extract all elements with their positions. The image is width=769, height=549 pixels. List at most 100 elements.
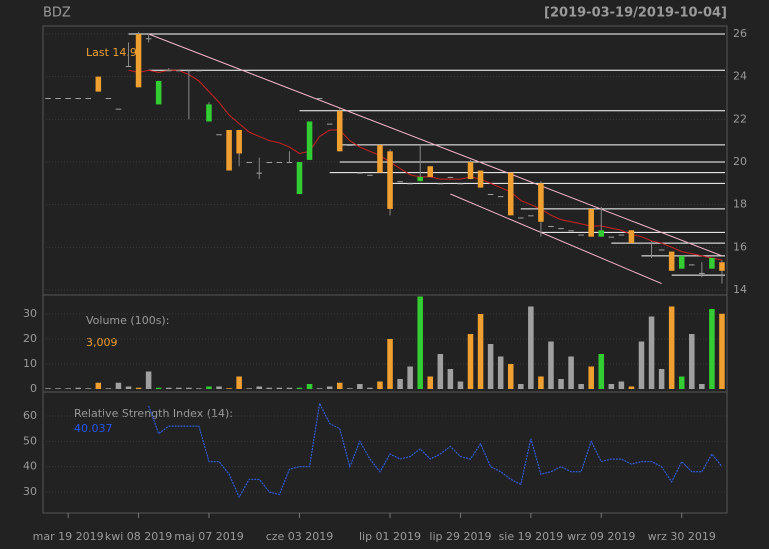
- y-tick-label: 60: [23, 409, 37, 422]
- volume-bar: [226, 388, 232, 389]
- candle-body: [407, 183, 413, 185]
- price-panel: [42, 25, 728, 296]
- volume-bar: [165, 387, 172, 389]
- candle-body: [447, 176, 454, 178]
- candle-body: [477, 170, 484, 188]
- volume-bar: [709, 309, 715, 389]
- volume-bar: [316, 388, 323, 389]
- volume-bar: [55, 388, 61, 389]
- candle-body: [105, 98, 112, 99]
- x-tick-label: wrz 30 2019: [648, 530, 716, 543]
- volume-bar: [658, 369, 665, 389]
- volume-bar: [538, 376, 544, 389]
- candle-body: [608, 236, 615, 238]
- candle-body: [347, 144, 353, 146]
- candle-body: [286, 162, 293, 163]
- candle-body: [648, 243, 655, 245]
- candle-body: [276, 162, 283, 163]
- volume-bar: [95, 382, 102, 389]
- candle-body: [55, 98, 61, 99]
- volume-bar: [367, 387, 373, 389]
- volume-bar: [437, 354, 444, 389]
- volume-bar: [266, 387, 273, 389]
- volume-bar: [417, 296, 423, 389]
- candle-body: [518, 217, 524, 219]
- candle-body: [709, 258, 715, 269]
- volume-bar: [528, 306, 534, 389]
- volume-bar: [256, 386, 263, 389]
- volume-bar: [689, 334, 695, 389]
- candle-body: [618, 234, 625, 236]
- y-tick-label: 10: [23, 357, 37, 370]
- volume-bar: [638, 341, 645, 389]
- y-tick-label: 0: [30, 382, 37, 395]
- y-tick-label: 30: [23, 307, 37, 320]
- y-tick-label: 16: [733, 240, 747, 253]
- candle-body: [135, 34, 142, 88]
- volume-bar: [678, 376, 685, 389]
- y-tick-label: 26: [733, 27, 747, 40]
- candle-body: [397, 181, 403, 183]
- volume-bar: [668, 306, 675, 389]
- volume-bar: [306, 384, 313, 389]
- candle-body: [145, 38, 152, 40]
- candle-body: [296, 162, 303, 194]
- volume-bar: [65, 388, 71, 389]
- x-tick-label: cze 03 2019: [266, 530, 334, 543]
- volume-bar: [588, 366, 594, 389]
- candle-body: [65, 98, 71, 99]
- candle-body: [206, 104, 212, 122]
- volume-bar: [135, 387, 142, 389]
- volume-bar: [336, 382, 343, 389]
- volume-bar: [105, 388, 112, 389]
- candle-body: [236, 130, 242, 154]
- volume-bar: [608, 384, 615, 389]
- volume-bar: [347, 388, 353, 389]
- candle-body: [216, 134, 222, 136]
- candle-body: [336, 110, 343, 152]
- volume-bar: [719, 313, 725, 389]
- x-tick-label: wrz 09 2019: [567, 530, 635, 543]
- volume-bar: [186, 387, 192, 389]
- x-tick-label: sie 19 2019: [499, 530, 564, 543]
- rsi-line: [148, 401, 723, 499]
- candle-body: [125, 66, 132, 67]
- candle-body: [226, 130, 232, 171]
- candle-body: [487, 194, 494, 195]
- candle-body: [528, 215, 534, 217]
- volume-title: Volume (100s):: [86, 314, 169, 327]
- candle-body: [427, 166, 434, 177]
- volume-bar: [246, 388, 252, 389]
- candle-body: [437, 183, 444, 185]
- volume-bar: [648, 316, 655, 389]
- volume-bar: [568, 356, 574, 389]
- candle-body: [578, 234, 584, 236]
- last-label: Last 14.9: [86, 46, 137, 59]
- volume-bar: [196, 388, 202, 389]
- volume-bar: [125, 386, 132, 389]
- candle-body: [467, 162, 474, 180]
- candle-body: [115, 108, 122, 110]
- rsi-last: 40.037: [74, 422, 113, 435]
- candle-body: [316, 98, 323, 99]
- volume-bar: [296, 387, 303, 389]
- volume-bar: [467, 334, 474, 389]
- volume-bar: [507, 364, 514, 389]
- candle-body: [377, 144, 383, 173]
- candle-body: [638, 243, 645, 245]
- volume-bar: [387, 339, 393, 389]
- volume-bar: [357, 384, 363, 389]
- candle-body: [246, 162, 252, 163]
- volume-bar: [558, 379, 564, 389]
- volume-bar: [236, 376, 242, 389]
- volume-bar: [487, 344, 494, 389]
- trend-line: [450, 193, 662, 285]
- date-range: [2019-03-19/2019-10-04]: [544, 6, 727, 21]
- candle-body: [75, 98, 81, 99]
- volume-bar: [286, 387, 293, 389]
- volume-bar: [397, 379, 403, 389]
- candle-body: [538, 183, 544, 222]
- y-tick-label: 22: [733, 112, 747, 125]
- rsi-panel: [42, 391, 728, 514]
- y-tick-label: 20: [733, 155, 747, 168]
